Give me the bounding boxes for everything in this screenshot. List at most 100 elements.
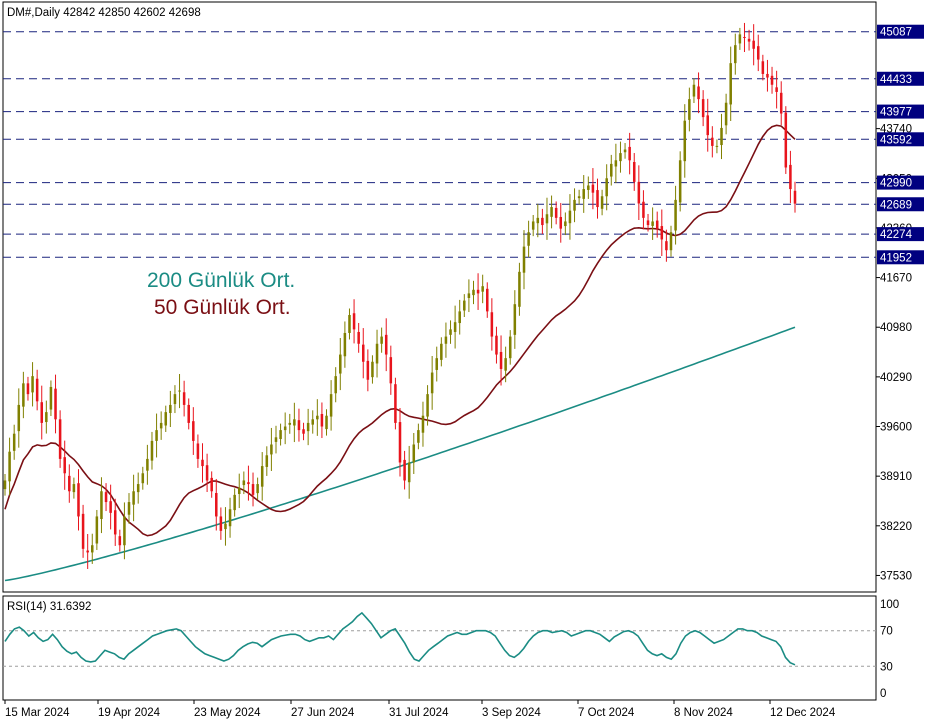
candle-body [35, 378, 39, 402]
candle [339, 338, 342, 391]
candle [325, 409, 328, 436]
candle [26, 376, 30, 401]
candle [458, 299, 461, 335]
price-level-label: 41952 [880, 252, 912, 264]
candle-body [591, 184, 595, 193]
price-level-label: 44433 [880, 74, 912, 86]
candle-body [127, 502, 131, 515]
candle-body [81, 513, 85, 549]
candle-body [302, 429, 305, 434]
candle [504, 346, 507, 383]
candle-body [527, 232, 530, 246]
candle-body [228, 509, 232, 527]
candles-layer [3, 22, 797, 569]
candle-body [531, 221, 535, 230]
price-level-label: 43592 [880, 134, 912, 146]
candle [141, 466, 145, 490]
price-tick-label: 38220 [880, 521, 912, 533]
candle [398, 408, 402, 477]
candle-body [215, 492, 218, 517]
time-tick-label: 23 May 2024 [194, 707, 261, 719]
price-level-badge [877, 197, 924, 212]
candle-body [274, 437, 278, 442]
candle [426, 385, 429, 426]
candle [407, 445, 411, 499]
candle [343, 321, 347, 368]
candle [81, 504, 85, 558]
candle [761, 54, 765, 81]
legend-ma50: 50 Günlük Ort. [154, 296, 291, 319]
candle [541, 208, 544, 235]
price-level-badge [877, 24, 924, 39]
candle [678, 151, 682, 212]
candle [72, 477, 76, 499]
candle [288, 413, 292, 434]
candle [293, 402, 296, 443]
candle-body [91, 545, 94, 553]
candle [123, 502, 126, 560]
rsi-pane[interactable] [2, 595, 877, 701]
candle [600, 189, 604, 216]
candle-body [476, 289, 480, 294]
candle [224, 507, 227, 546]
candle [481, 274, 484, 304]
time-axis[interactable]: 15 Mar 2024 19 Apr 2024 23 May 2024 27 Jun … [4, 700, 836, 719]
candle [486, 282, 489, 318]
candle [591, 168, 595, 210]
candle-body [320, 413, 324, 427]
candle-body [784, 112, 788, 168]
candle-body [697, 86, 700, 100]
candle [453, 305, 457, 349]
candle [568, 194, 572, 240]
candle-body [343, 332, 347, 357]
candle-body [233, 494, 236, 511]
candle-body [504, 358, 507, 371]
candle [628, 132, 631, 175]
candle-body [683, 120, 687, 162]
candle [720, 113, 723, 160]
candle-body [54, 388, 57, 420]
candle [3, 474, 7, 496]
price-level-label: 43977 [880, 107, 912, 119]
candle-body [316, 415, 319, 420]
candle-body [490, 312, 494, 337]
candle-body [357, 331, 360, 344]
candle [164, 405, 168, 432]
candle [779, 81, 783, 126]
candle-body [22, 383, 25, 407]
time-tick-label: 19 Apr 2024 [98, 707, 161, 719]
candle-body [150, 440, 154, 461]
candle-body [279, 430, 282, 440]
candle-body [12, 433, 16, 451]
candle-body [545, 214, 549, 224]
candle [302, 422, 305, 441]
candle [766, 59, 769, 92]
candle [518, 262, 521, 316]
candle-body [793, 190, 797, 204]
candle-body [123, 516, 126, 546]
candle-body [260, 466, 264, 487]
candle [577, 189, 581, 205]
candle [8, 437, 11, 496]
candle-body [600, 196, 604, 209]
price-level-label: 45087 [880, 27, 912, 39]
candle [596, 178, 599, 219]
candle [435, 346, 439, 382]
candle [100, 477, 103, 534]
candle [715, 139, 719, 154]
candle-body [486, 288, 489, 312]
candle-body [660, 226, 664, 240]
candle-body [738, 34, 742, 44]
candle-body [628, 146, 631, 161]
candle-body [366, 360, 370, 380]
candle-body [614, 160, 618, 167]
candle-body [293, 419, 296, 426]
time-tick-label: 12 Dec 2024 [770, 707, 836, 719]
candle-body [582, 189, 585, 199]
candle [706, 98, 709, 152]
candle-body [789, 164, 792, 190]
price-axis[interactable]: 3753038220389103960040290409804167042360… [876, 124, 912, 583]
candle-body [325, 415, 328, 430]
candle [651, 207, 654, 240]
